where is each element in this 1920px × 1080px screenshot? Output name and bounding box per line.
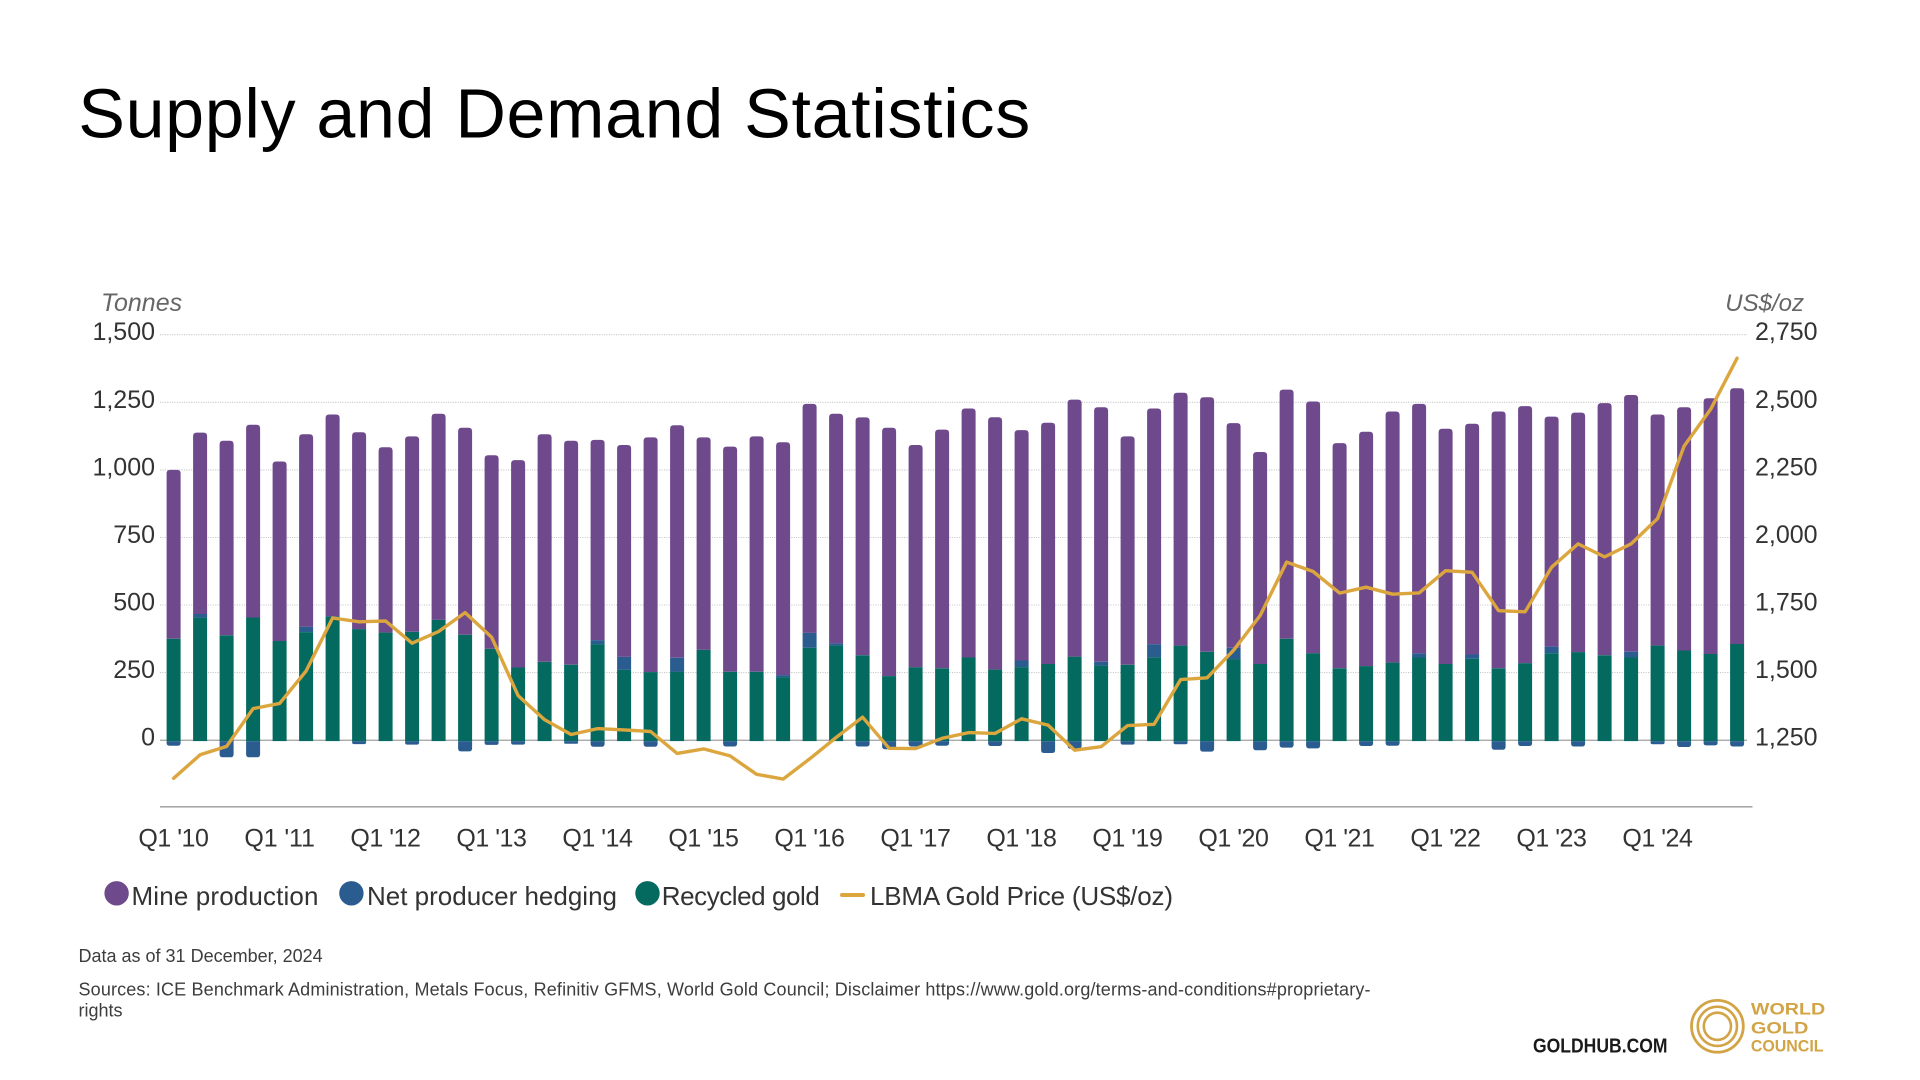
svg-text:Q1 '14: Q1 '14	[562, 825, 633, 853]
svg-text:0: 0	[141, 724, 155, 752]
svg-text:Q1 '11: Q1 '11	[244, 825, 315, 853]
svg-text:1,250: 1,250	[92, 386, 155, 414]
svg-text:LBMA Gold Price (US$/oz): LBMA Gold Price (US$/oz)	[870, 881, 1173, 911]
svg-text:2,000: 2,000	[1755, 521, 1818, 549]
svg-text:Q1 '22: Q1 '22	[1410, 825, 1481, 853]
svg-text:2,500: 2,500	[1755, 386, 1818, 414]
svg-text:Supply and Demand Statistics: Supply and Demand Statistics	[78, 75, 1030, 153]
svg-text:Q1 '15: Q1 '15	[668, 825, 739, 853]
svg-text:Tonnes: Tonnes	[101, 289, 182, 317]
svg-text:1,750: 1,750	[1755, 589, 1818, 617]
svg-text:2,750: 2,750	[1755, 318, 1818, 346]
svg-text:Data as of 31 December, 2024: Data as of 31 December, 2024	[79, 946, 323, 966]
svg-text:US$/oz: US$/oz	[1725, 290, 1804, 317]
svg-text:rights: rights	[79, 1001, 123, 1021]
svg-text:Q1 '24: Q1 '24	[1622, 825, 1693, 853]
svg-text:250: 250	[113, 656, 155, 684]
svg-text:Q1 '20: Q1 '20	[1198, 825, 1269, 853]
svg-text:Q1 '10: Q1 '10	[138, 825, 209, 853]
svg-text:GOLDHUB.COM: GOLDHUB.COM	[1533, 1035, 1668, 1057]
svg-text:Q1 '19: Q1 '19	[1092, 825, 1163, 853]
svg-text:1,000: 1,000	[92, 453, 155, 481]
svg-text:500: 500	[113, 589, 155, 617]
svg-text:Mine production: Mine production	[132, 881, 319, 911]
svg-text:2,250: 2,250	[1755, 453, 1818, 481]
svg-text:WORLD: WORLD	[1751, 1000, 1825, 1019]
svg-text:1,500: 1,500	[1755, 656, 1818, 684]
svg-text:Q1 '12: Q1 '12	[350, 825, 421, 853]
svg-text:Q1 '23: Q1 '23	[1516, 825, 1587, 853]
svg-text:Q1 '16: Q1 '16	[774, 825, 845, 853]
svg-text:Recycled gold: Recycled gold	[662, 881, 820, 911]
svg-text:GOLD: GOLD	[1751, 1019, 1809, 1038]
svg-text:Q1 '18: Q1 '18	[986, 825, 1057, 853]
svg-text:750: 750	[113, 521, 155, 549]
svg-text:Q1 '13: Q1 '13	[456, 825, 526, 853]
svg-text:Net producer hedging: Net producer hedging	[367, 881, 617, 911]
svg-text:Q1 '17: Q1 '17	[880, 825, 951, 853]
svg-text:COUNCIL: COUNCIL	[1751, 1037, 1824, 1056]
svg-text:1,500: 1,500	[92, 318, 155, 346]
svg-text:Q1 '21: Q1 '21	[1304, 825, 1375, 853]
svg-text:1,250: 1,250	[1755, 724, 1818, 752]
svg-text:Sources: ICE Benchmark Adminis: Sources: ICE Benchmark Administration, M…	[79, 979, 1371, 999]
